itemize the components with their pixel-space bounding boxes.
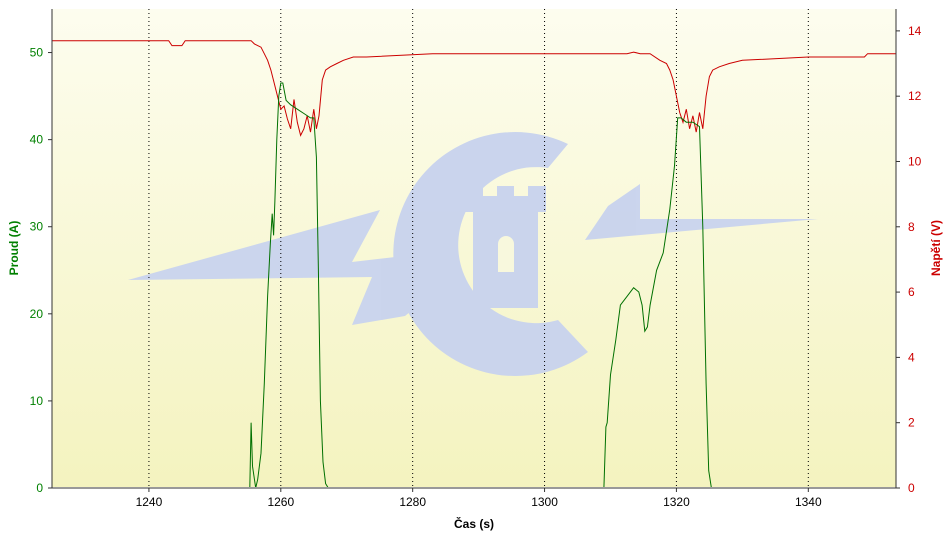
right-y-axis-title: Napětí (V) xyxy=(929,220,943,276)
right-y-tick-label: 2 xyxy=(908,416,915,430)
right-y-tick-label: 0 xyxy=(908,481,915,495)
current-series-line xyxy=(249,82,712,487)
left-y-axis-ticks: 0 10 20 30 40 50 xyxy=(30,46,52,495)
x-tick-label: 1260 xyxy=(267,495,294,509)
right-y-axis-ticks: 0 2 4 6 8 10 12 14 xyxy=(896,24,922,495)
right-y-tick-label: 12 xyxy=(908,89,922,103)
left-y-tick-label: 30 xyxy=(30,220,44,234)
left-y-tick-label: 10 xyxy=(30,394,44,408)
x-axis-title: Čas (s) xyxy=(454,516,494,531)
voltage-series-line xyxy=(52,40,896,137)
right-y-tick-label: 14 xyxy=(908,24,922,38)
right-y-tick-label: 10 xyxy=(908,154,922,168)
x-tick-label: 1240 xyxy=(136,495,163,509)
x-axis-ticks: 1240 1260 1280 1300 1320 1340 xyxy=(136,488,822,509)
left-y-tick-label: 40 xyxy=(30,133,44,147)
left-y-tick-label: 50 xyxy=(30,46,44,60)
x-tick-label: 1280 xyxy=(399,495,426,509)
left-y-tick-label: 20 xyxy=(30,307,44,321)
x-tick-label: 1340 xyxy=(795,495,822,509)
right-y-tick-label: 6 xyxy=(908,285,915,299)
left-y-tick-label: 0 xyxy=(36,481,43,495)
x-tick-label: 1320 xyxy=(663,495,690,509)
left-y-axis-title: Proud (A) xyxy=(7,221,21,276)
right-y-tick-label: 4 xyxy=(908,350,915,364)
x-tick-label: 1300 xyxy=(531,495,558,509)
watermark-logo xyxy=(128,132,818,377)
right-y-tick-label: 8 xyxy=(908,220,915,234)
